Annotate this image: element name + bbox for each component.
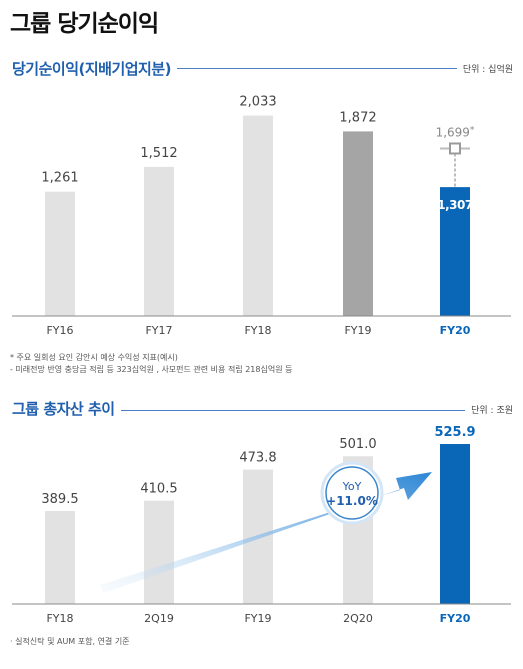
page-title: 그룹 당기순이익 bbox=[10, 11, 159, 37]
net-income-chart: 1,261 FY16 1,512 FY17 2,033 FY18 1,872 FY19 1,30… bbox=[12, 95, 511, 337]
bar-fy18 bbox=[45, 510, 75, 604]
x-tick-fy18: FY18 bbox=[244, 324, 271, 337]
x-tick-fy19: FY19 bbox=[344, 324, 371, 337]
x-tick-fy19: FY19 bbox=[244, 612, 271, 625]
net-income-note-2: - 미래전망 반영 충당금 적립 등 323십억원 , 사모펀드 관련 비용 적… bbox=[10, 365, 293, 374]
value-label-fy17: 1,512 bbox=[140, 146, 177, 161]
bar-fy18 bbox=[243, 115, 273, 316]
yoy-badge-ring bbox=[325, 466, 379, 520]
total-assets-note: · 실적신탁 및 AUM 포함, 연결 기준 bbox=[10, 637, 130, 646]
value-label-fy19: 473.8 bbox=[239, 451, 276, 466]
value-label-fy20: 525.9 bbox=[434, 425, 475, 440]
value-label-fy18: 2,033 bbox=[239, 95, 276, 110]
bar-fy19 bbox=[343, 131, 373, 316]
value-label-2q20: 501.0 bbox=[339, 437, 376, 452]
total-assets-chart: 389.5 FY18 410.5 2Q19 473.8 FY19 501.0 2Q20 525.… bbox=[12, 425, 511, 625]
value-label-2q19: 410.5 bbox=[140, 482, 177, 497]
x-tick-2q20: 2Q20 bbox=[343, 612, 373, 625]
x-tick-fy16: FY16 bbox=[46, 324, 73, 337]
bar-2q19 bbox=[144, 500, 174, 604]
net-income-chart-title: 당기순이익(지배기업지분) bbox=[12, 58, 178, 79]
section-divider-total-assets bbox=[12, 410, 513, 411]
bar-fy20 bbox=[440, 187, 470, 316]
adjusted-asterisk: * bbox=[470, 125, 475, 135]
value-label-fy20: 1,307 bbox=[437, 198, 473, 212]
total-assets-chart-title: 그룹 총자산 추이 bbox=[12, 398, 121, 419]
net-income-unit-label: 단위 : 십억원 bbox=[456, 62, 513, 75]
value-label-fy19: 1,872 bbox=[339, 110, 376, 125]
value-label-fy16: 1,261 bbox=[41, 171, 78, 186]
x-tick-fy20: FY20 bbox=[440, 324, 471, 337]
section-divider-net-income bbox=[12, 68, 513, 69]
adjusted-value: 1,699 bbox=[436, 125, 470, 139]
adjusted-marker bbox=[449, 142, 461, 155]
adjusted-value-label: 1,699* bbox=[436, 125, 475, 139]
total-assets-unit-label: 단위 : 조원 bbox=[465, 403, 513, 416]
bar-fy20 bbox=[440, 444, 470, 604]
x-tick-fy18: FY18 bbox=[46, 612, 73, 625]
yoy-label: YoY bbox=[342, 480, 362, 493]
x-tick-2q19: 2Q19 bbox=[144, 612, 174, 625]
value-label-fy18: 389.5 bbox=[41, 492, 78, 507]
growth-arrow bbox=[100, 472, 432, 593]
x-tick-fy17: FY17 bbox=[145, 324, 172, 337]
x-tick-fy20: FY20 bbox=[440, 612, 471, 625]
net-income-note-1: * 주요 일회성 요인 감안시 예상 수익성 지표(예시) bbox=[10, 353, 178, 362]
bar-fy17 bbox=[144, 166, 174, 316]
yoy-value: +11.0% bbox=[326, 494, 378, 508]
bar-fy16 bbox=[45, 191, 75, 316]
